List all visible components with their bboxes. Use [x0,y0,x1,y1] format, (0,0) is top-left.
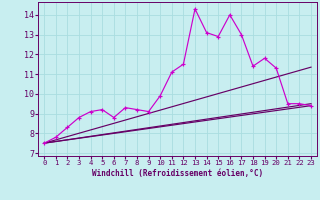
X-axis label: Windchill (Refroidissement éolien,°C): Windchill (Refroidissement éolien,°C) [92,169,263,178]
